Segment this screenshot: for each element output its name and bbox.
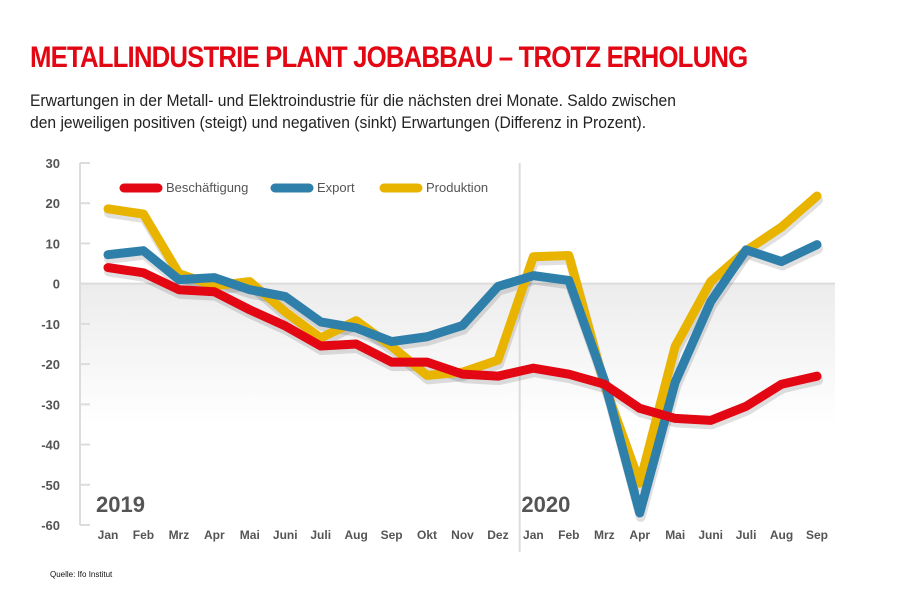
chart-title: METALLINDUSTRIE PLANT JOBABBAU – TROTZ E… <box>30 41 748 74</box>
x-tick-label: Feb <box>133 528 154 542</box>
legend-label: Export <box>317 180 355 195</box>
x-tick-label: Sep <box>381 528 403 542</box>
x-tick-label: Mai <box>240 528 260 542</box>
x-tick-label: Aug <box>770 528 793 542</box>
x-tick-label: Juni <box>698 528 723 542</box>
x-tick-label: Juli <box>736 528 757 542</box>
y-tick-label: -30 <box>41 397 60 412</box>
x-tick-label: Apr <box>204 528 225 542</box>
subtitle-line-2: den jeweiligen positiven (steigt) und ne… <box>30 113 647 132</box>
x-tick-label: Juli <box>310 528 331 542</box>
x-tick-label: Jan <box>98 528 119 542</box>
y-tick-label: -60 <box>41 518 60 533</box>
y-tick-label: -40 <box>41 438 60 453</box>
x-tick-label: Feb <box>558 528 579 542</box>
x-tick-label: Jan <box>523 528 544 542</box>
y-tick-label: 30 <box>46 156 60 171</box>
x-tick-label: Juni <box>273 528 298 542</box>
y-tick-label: 10 <box>46 236 60 251</box>
x-tick-label: Mrz <box>594 528 615 542</box>
legend-label: Beschäftigung <box>166 180 248 195</box>
x-tick-label: Aug <box>344 528 367 542</box>
y-tick-label: -20 <box>41 357 60 372</box>
source-note: Quelle: Ifo Institut <box>50 570 113 579</box>
x-tick-label: Mai <box>665 528 685 542</box>
negative-area-shading <box>80 283 835 425</box>
legend-label: Produktion <box>426 180 488 195</box>
x-tick-label: Mrz <box>169 528 190 542</box>
y-tick-label: -10 <box>41 317 60 332</box>
subtitle-line-1: Erwartungen in der Metall- und Elektroin… <box>30 91 676 110</box>
x-tick-label: Dez <box>487 528 508 542</box>
y-tick-label: 20 <box>46 196 60 211</box>
x-tick-label: Nov <box>451 528 474 542</box>
chart-subtitle: Erwartungen in der Metall- und Elektroin… <box>30 90 858 134</box>
year-label: 2019 <box>96 492 145 517</box>
x-tick-label: Okt <box>417 528 437 542</box>
x-tick-label: Apr <box>629 528 650 542</box>
year-label: 2020 <box>521 492 570 517</box>
x-tick-label: Sep <box>806 528 828 542</box>
y-tick-label: 0 <box>53 277 60 292</box>
y-tick-label: -50 <box>41 478 60 493</box>
